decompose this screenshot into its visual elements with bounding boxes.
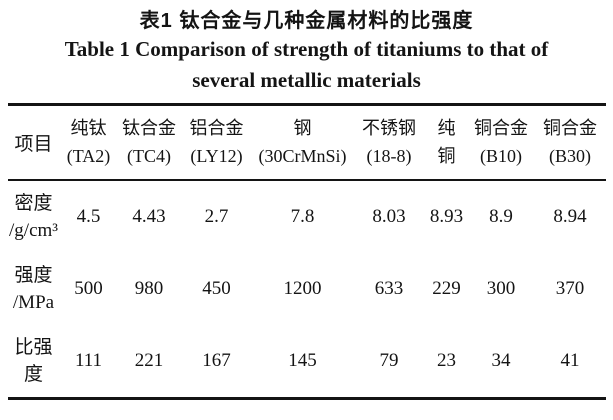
- comparison-table: 项目 纯钛 (TA2) 钛合金 (TC4) 铝合金 (LY12) 钢 (30Cr…: [7, 103, 606, 400]
- table-cell: 41: [560, 350, 580, 372]
- table-cell: 370: [555, 278, 585, 299]
- column-header-grade: (18-8): [366, 146, 412, 167]
- column-header-grade: (TA2): [66, 146, 111, 167]
- table-cell: 8.9: [489, 205, 513, 227]
- table-cell: 167: [202, 350, 231, 372]
- table-cell: 4.43: [132, 205, 166, 227]
- table-title-chinese: 表1 钛合金与几种金属材料的比强度: [139, 10, 474, 32]
- table-cell: 8.93: [429, 205, 464, 227]
- row-label-name: 密度: [14, 192, 53, 214]
- header-row: 项目 纯钛 (TA2) 钛合金 (TC4) 铝合金 (LY12) 钢 (30Cr…: [7, 105, 606, 180]
- column-header-name: 不锈钢: [362, 118, 416, 139]
- column-header-name: 钢: [293, 118, 312, 139]
- column-header-copper-alloy-b30: 铜合金 (B30): [535, 105, 606, 180]
- table-cell: 450: [202, 278, 231, 299]
- column-header-name: 钛合金: [122, 118, 176, 139]
- column-header-aluminum-alloy: 铝合金 (LY12): [181, 105, 253, 180]
- column-header-copper-alloy-b10: 铜合金 (B10): [468, 105, 535, 180]
- row-label-name: 度: [23, 364, 43, 386]
- table-row-strength: 强度 /MPa 500 980 450 1200 633 229 300 370: [8, 253, 606, 326]
- table-cell: 79: [379, 350, 399, 372]
- column-header-name: 铜: [437, 146, 456, 167]
- column-header-grade: (B10): [480, 146, 522, 167]
- table-titles: 表1 钛合金与几种金属材料的比强度 Table 1 Comparison of …: [0, 8, 613, 96]
- column-header-stainless-steel: 不锈钢 (18-8): [353, 105, 426, 180]
- table-cell: 7.8: [290, 205, 315, 227]
- table-cell: 8.03: [372, 205, 406, 227]
- column-header-name: 铜合金: [543, 118, 597, 139]
- table-cell: 8.94: [553, 205, 587, 227]
- column-header-name: 铝合金: [189, 118, 244, 139]
- row-label-unit: /g/cm³: [9, 219, 58, 241]
- column-header-pure-copper: 纯 铜: [426, 105, 468, 180]
- row-label-density: 密度 /g/cm³: [8, 180, 60, 253]
- column-header-name: 铜合金: [474, 118, 528, 139]
- table-cell: 4.5: [76, 205, 101, 227]
- row-label-name: 比强: [14, 337, 53, 359]
- column-header-titanium-alloy: 钛合金 (TC4): [118, 105, 181, 180]
- table-title-english-line2: several metallic materials: [192, 68, 421, 92]
- column-header-grade: (B30): [549, 146, 591, 167]
- table-cell: 23: [437, 350, 456, 372]
- column-header-grade: (LY12): [190, 146, 243, 167]
- table-cell: 500: [74, 278, 103, 299]
- table-row-density: 密度 /g/cm³ 4.5 4.43 2.7 7.8 8.03 8.93 8.9…: [8, 180, 606, 253]
- column-header-grade: (TC4): [127, 146, 171, 167]
- table-cell: 111: [74, 350, 103, 372]
- column-header-pure-titanium: 纯钛 (TA2): [60, 105, 118, 180]
- column-header-steel: 钢 (30CrMnSi): [253, 105, 353, 180]
- table-cell: 34: [491, 350, 511, 372]
- row-label-strength: 强度 /MPa: [8, 253, 60, 326]
- column-header-name: 纯: [437, 118, 456, 139]
- table-title-english-line1: Table 1 Comparison of strength of titani…: [64, 37, 549, 61]
- table-cell: 300: [486, 278, 516, 299]
- column-header-grade: (30CrMnSi): [258, 146, 347, 167]
- row-label-specific-strength: 比强 度: [8, 326, 60, 399]
- table-cell: 633: [374, 278, 404, 299]
- table-cell: 145: [288, 350, 317, 372]
- table-cell: 221: [134, 350, 164, 372]
- corner-header-item: 项目: [14, 133, 53, 155]
- table-cell: 229: [432, 278, 461, 299]
- row-label-name: 强度: [14, 265, 53, 286]
- table-cell: 1200: [283, 278, 322, 299]
- column-header-name: 纯钛: [70, 118, 107, 139]
- table-cell: 2.7: [204, 205, 229, 227]
- table-cell: 980: [134, 278, 164, 299]
- table-row-specific-strength: 比强 度 111 221 167 145 79 23 34 41: [8, 326, 606, 399]
- row-label-unit: /MPa: [12, 292, 55, 313]
